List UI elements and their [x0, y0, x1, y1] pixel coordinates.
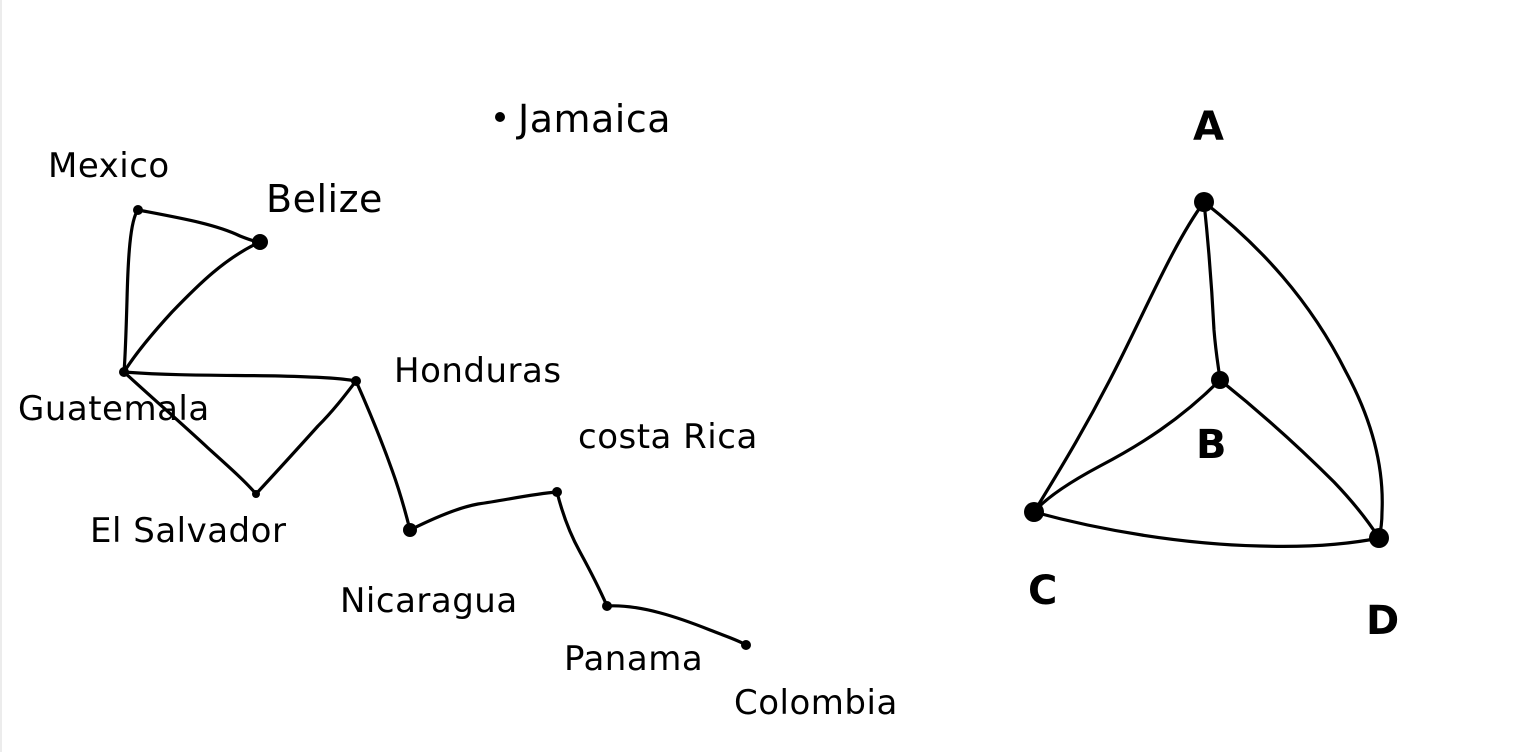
- edge-panama-colombia: [605, 604, 748, 647]
- edge-guatemala-honduras: [122, 370, 358, 383]
- vertex-dot-b: [1211, 371, 1229, 389]
- vertex-dot-honduras: [351, 376, 361, 386]
- map-graph-labels: Mexico Belize Guatemala Honduras El Salv…: [18, 97, 898, 723]
- k4-graph: A B C D: [1024, 104, 1399, 644]
- k4-graph-vertices: [1024, 192, 1389, 548]
- label-colombia: Colombia: [734, 683, 898, 723]
- vertex-dot-jamaica: [495, 112, 505, 122]
- map-graph-edges: [122, 208, 748, 647]
- vertex-dot-a: [1194, 192, 1214, 212]
- edge-honduras-nicaragua: [354, 379, 412, 532]
- edge-belize-guatemala: [122, 240, 262, 374]
- edge-mexico-guatemala: [122, 208, 140, 374]
- label-d: D: [1366, 598, 1399, 644]
- vertex-dot-nicaragua: [403, 523, 417, 537]
- edge-a-c: [1032, 200, 1206, 514]
- label-nicaragua: Nicaragua: [340, 581, 518, 621]
- label-mexico: Mexico: [48, 146, 170, 186]
- k4-graph-edges: [1032, 200, 1384, 548]
- label-guatemala: Guatemala: [18, 389, 210, 429]
- label-panama: Panama: [564, 639, 703, 679]
- vertex-dot-costarica: [552, 487, 562, 497]
- edge-elsalvador-honduras: [254, 379, 358, 496]
- vertex-dot-panama: [602, 601, 612, 611]
- edge-b-d: [1218, 378, 1381, 540]
- label-a: A: [1193, 104, 1224, 150]
- edge-costarica-panama: [555, 490, 609, 608]
- map-graph-vertices: [119, 112, 751, 650]
- edge-guatemala-elsalvador: [122, 370, 258, 496]
- vertex-dot-belize: [252, 234, 268, 250]
- label-costarica: costa Rica: [578, 417, 758, 457]
- edge-mexico-belize: [136, 208, 262, 244]
- edge-a-b: [1202, 200, 1222, 382]
- label-belize: Belize: [266, 177, 383, 221]
- label-elsalvador: El Salvador: [90, 511, 286, 551]
- edge-nicaragua-costarica: [408, 490, 559, 532]
- vertex-dot-c: [1024, 502, 1044, 522]
- central-america-graph: Mexico Belize Guatemala Honduras El Salv…: [18, 97, 898, 723]
- vertex-dot-elsalvador: [252, 490, 260, 498]
- edge-b-c: [1032, 378, 1222, 514]
- vertex-dot-colombia: [741, 640, 751, 650]
- edge-a-d: [1202, 200, 1384, 540]
- k4-graph-labels: A B C D: [1028, 104, 1399, 644]
- label-b: B: [1196, 422, 1227, 468]
- vertex-dot-d: [1369, 528, 1389, 548]
- label-honduras: Honduras: [394, 351, 562, 391]
- vertex-dot-guatemala: [119, 367, 129, 377]
- vertex-dot-mexico: [133, 205, 143, 215]
- label-c: C: [1028, 568, 1057, 614]
- label-jamaica: Jamaica: [516, 97, 671, 141]
- edge-c-d: [1032, 510, 1381, 548]
